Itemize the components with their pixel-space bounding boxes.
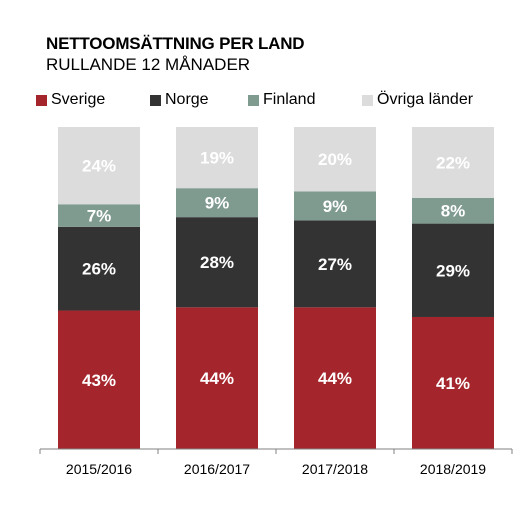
legend-item-ovriga: Övriga länder <box>362 90 473 110</box>
bar-finland-2018-2019 <box>412 197 494 224</box>
data-label: 7% <box>87 207 112 226</box>
data-label: 8% <box>441 202 466 221</box>
data-label: 24% <box>82 157 116 176</box>
data-label: 19% <box>200 149 234 168</box>
bar-norge-2017-2018 <box>294 220 376 308</box>
legend-swatch-ovriga <box>362 94 373 106</box>
chart-subtitle: RULLANDE 12 MÅNADER <box>46 55 251 74</box>
x-tick-label: 2018/2019 <box>420 461 486 477</box>
legend-label-norge: Norge <box>165 91 209 108</box>
x-tick-label: 2015/2016 <box>66 461 132 477</box>
legend-swatch-sverige <box>36 94 47 106</box>
data-label: 26% <box>82 260 116 279</box>
data-label: 28% <box>200 253 234 272</box>
chart-title: NETTOOMSÄTTNING PER LAND <box>46 34 305 53</box>
bar-finland-2015-2016 <box>58 204 140 227</box>
bar-sverige-2018-2019 <box>412 316 494 449</box>
data-label: 22% <box>436 153 470 172</box>
legend-item-sverige: Sverige <box>36 90 105 110</box>
data-label: 44% <box>200 369 234 388</box>
data-label: 9% <box>205 194 230 213</box>
x-tick-label: 2016/2017 <box>184 461 250 477</box>
bar-norge-2018-2019 <box>412 223 494 317</box>
bar-norge-2015-2016 <box>58 226 140 311</box>
bar-finland-2017-2018 <box>294 191 376 221</box>
data-label: 27% <box>318 255 352 274</box>
bar-vriga-l-nder-2016-2017 <box>176 127 258 189</box>
data-label: 20% <box>318 150 352 169</box>
legend-item-norge: Norge <box>150 90 209 110</box>
legend-label-finland: Finland <box>263 91 316 108</box>
bar-vriga-l-nder-2017-2018 <box>294 127 376 192</box>
data-label: 41% <box>436 374 470 393</box>
legend-swatch-finland <box>248 94 259 106</box>
bar-vriga-l-nder-2018-2019 <box>412 127 494 198</box>
legend-label-ovriga: Övriga länder <box>377 91 474 108</box>
bar-vriga-l-nder-2015-2016 <box>58 127 140 205</box>
bar-sverige-2017-2018 <box>294 307 376 449</box>
bar-norge-2016-2017 <box>176 217 258 308</box>
bar-finland-2016-2017 <box>176 188 258 218</box>
legend-swatch-norge <box>150 94 161 106</box>
data-label: 44% <box>318 369 352 388</box>
data-label: 9% <box>323 197 348 216</box>
x-tick-label: 2017/2018 <box>302 461 368 477</box>
chart-legend: Sverige Norge Finland Övriga länder <box>0 90 518 110</box>
bar-sverige-2015-2016 <box>58 310 140 449</box>
legend-label-sverige: Sverige <box>51 91 106 108</box>
legend-item-finland: Finland <box>248 90 315 110</box>
data-label: 43% <box>82 371 116 390</box>
bar-sverige-2016-2017 <box>176 307 258 449</box>
data-label: 29% <box>436 261 470 280</box>
